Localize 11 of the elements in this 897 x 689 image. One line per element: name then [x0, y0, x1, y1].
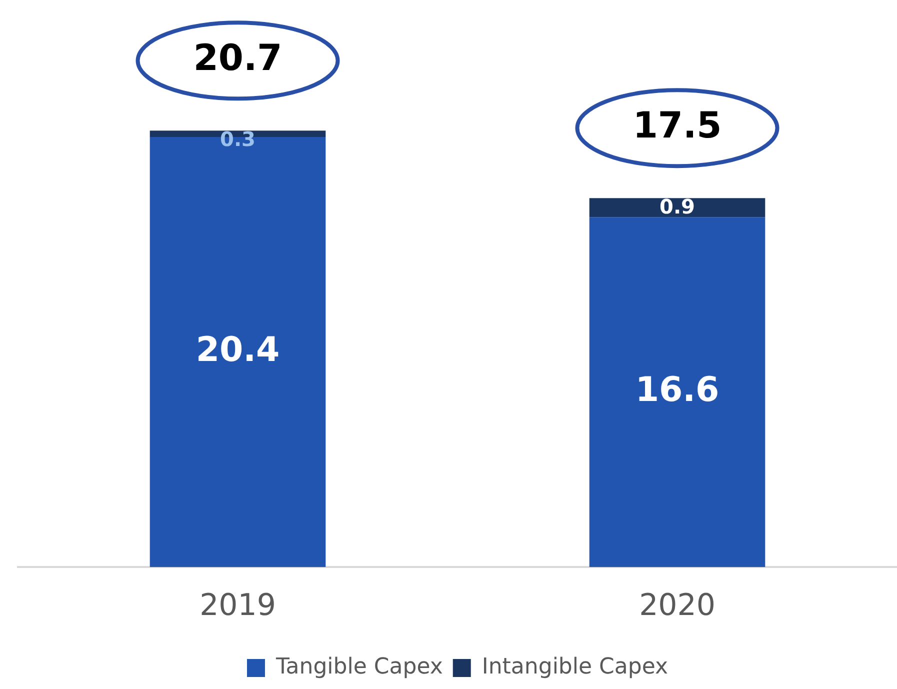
data-label: 20.4 [196, 330, 280, 370]
bar [589, 217, 766, 567]
bar [589, 198, 766, 218]
legend-label: Tangible Capex [274, 654, 443, 680]
x-tick-label: 2019 [200, 588, 276, 623]
data-label: 0.9 [660, 194, 695, 218]
data-label: 16.6 [635, 370, 720, 410]
total-label: 20.7 [193, 38, 282, 80]
legend-label: Intangible Capex [482, 654, 668, 680]
x-tick-label: 2020 [639, 588, 716, 623]
total-label: 17.5 [632, 105, 722, 146]
